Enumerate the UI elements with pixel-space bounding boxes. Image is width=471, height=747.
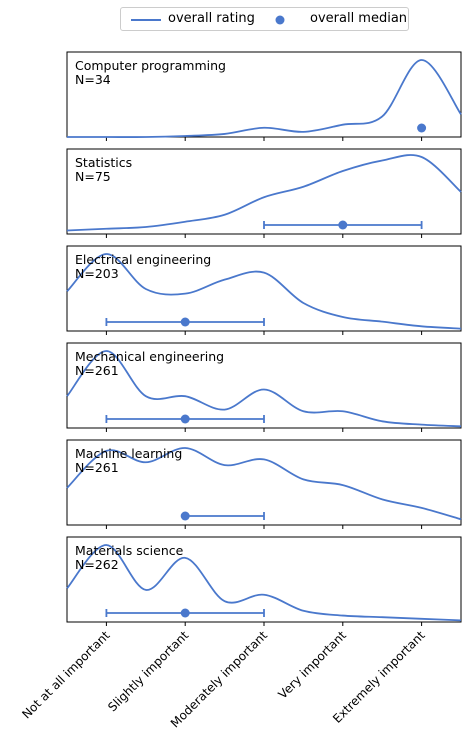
x-tick-label: Extremely important [330, 628, 428, 726]
panel-title: Electrical engineering [75, 252, 211, 267]
legend-dot-swatch [275, 15, 285, 25]
panel-n-label: N=261 [75, 460, 119, 475]
kde-line [66, 544, 462, 622]
panel-n-label: N=261 [75, 363, 119, 378]
panel-title: Computer programming [75, 58, 226, 73]
median-point [180, 317, 190, 327]
kde-line [66, 253, 462, 330]
median-point [338, 220, 348, 230]
legend: overall rating overall median [120, 7, 409, 31]
legend-line-swatch [131, 19, 161, 21]
kde-line [66, 350, 462, 428]
panel-n-label: N=262 [75, 557, 119, 572]
kde-line [66, 59, 462, 138]
median-point [180, 511, 190, 521]
kde-line [66, 154, 462, 232]
x-tick-label: Not at all important [19, 628, 112, 721]
panel-title: Mechanical engineering [75, 349, 224, 364]
kde-line [66, 447, 462, 521]
panel-n-label: N=34 [75, 72, 111, 87]
legend-dot-label: overall median [310, 11, 408, 26]
median-point [180, 414, 190, 424]
x-tick-label: Slightly important [105, 628, 191, 714]
median-point [180, 608, 190, 618]
panel-n-label: N=203 [75, 266, 119, 281]
panel-title: Machine learning [75, 446, 182, 461]
panel-title: Materials science [75, 543, 184, 558]
panel-n-label: N=75 [75, 169, 111, 184]
x-tick-label: Very important [276, 628, 350, 702]
legend-line-label: overall rating [168, 11, 255, 26]
panel-title: Statistics [75, 155, 132, 170]
median-point [417, 123, 427, 133]
